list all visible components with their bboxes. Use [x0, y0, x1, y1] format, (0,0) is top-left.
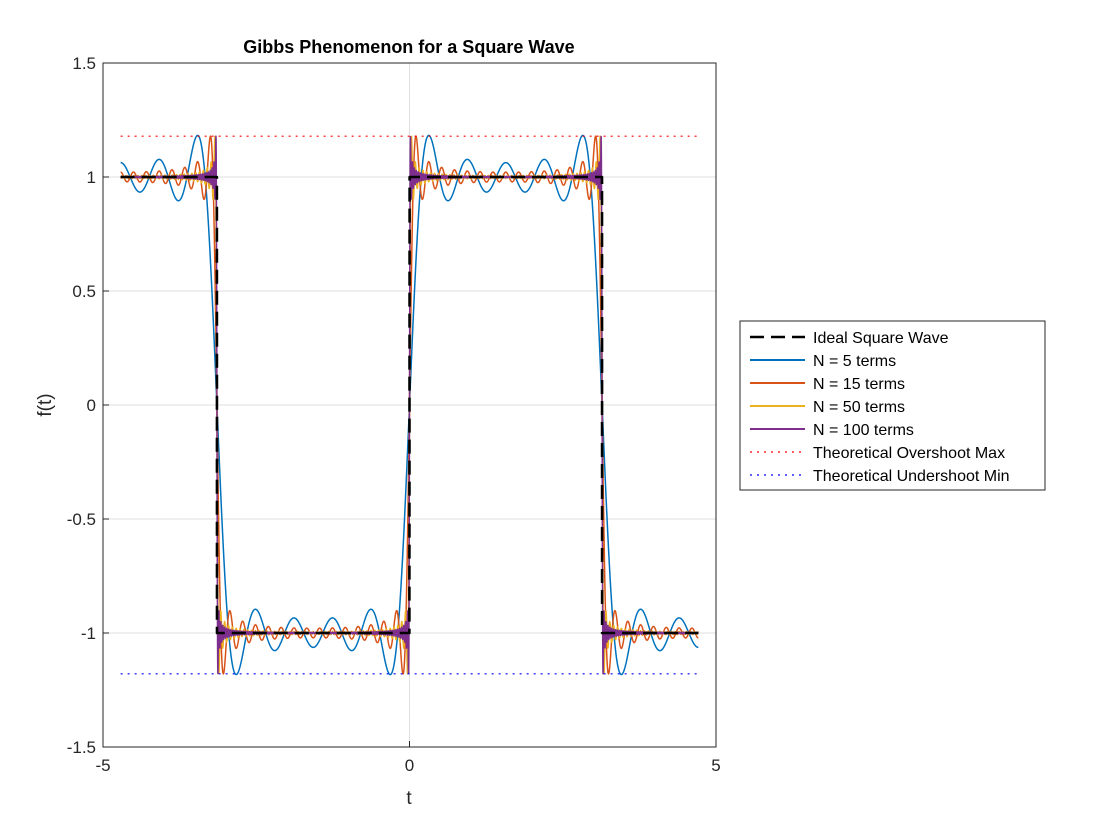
- legend: Ideal Square Wave N = 5 terms N = 15 terms…: [739, 320, 1046, 491]
- legend-label: Theoretical Undershoot Min: [813, 468, 1010, 485]
- y-tick-label: 0.5: [72, 282, 96, 301]
- legend-label: N = 15 terms: [813, 376, 905, 393]
- legend-label: Ideal Square Wave: [813, 330, 949, 347]
- ticks: -5 0 5 -1.5 -1 -0.5 0 0.5 1 1.5: [67, 54, 721, 775]
- x-tick-label: -5: [95, 756, 110, 775]
- series-layer: [119, 134, 700, 676]
- y-tick-label: -0.5: [67, 510, 96, 529]
- y-tick-label: -1.5: [67, 738, 96, 757]
- x-tick-label: 0: [405, 756, 414, 775]
- chart-title: Gibbs Phenomenon for a Square Wave: [243, 37, 574, 57]
- legend-label: N = 5 terms: [813, 353, 896, 370]
- y-tick-label: -1: [81, 624, 96, 643]
- legend-label: Theoretical Overshoot Max: [813, 445, 1005, 462]
- x-axis-label: t: [406, 788, 412, 809]
- legend-label: N = 50 terms: [813, 399, 905, 416]
- x-tick-label: 5: [711, 756, 720, 775]
- series-line-0: [119, 175, 700, 635]
- y-tick-label: 1: [87, 168, 96, 187]
- y-axis-label: f(t): [35, 393, 56, 416]
- legend-label: N = 100 terms: [813, 422, 914, 439]
- y-tick-label: 0: [87, 396, 96, 415]
- y-tick-label: 1.5: [72, 54, 96, 73]
